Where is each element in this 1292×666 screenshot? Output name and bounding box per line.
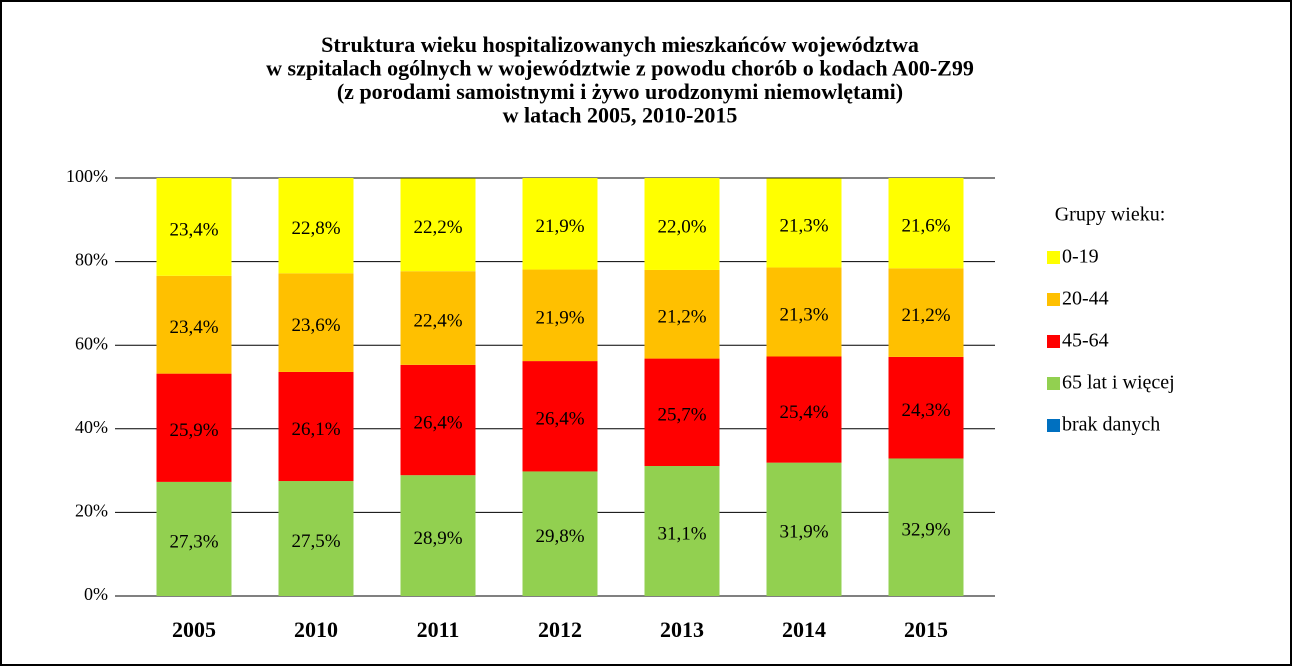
data-label: 23,4%	[169, 317, 218, 338]
y-tick-label: 40%	[75, 417, 108, 437]
legend-label: 45-64	[1062, 330, 1109, 352]
data-label: 25,9%	[169, 420, 218, 441]
data-label: 22,0%	[657, 216, 706, 237]
data-label: 21,6%	[901, 216, 950, 237]
data-label: 21,3%	[779, 215, 828, 236]
data-label: 21,9%	[535, 216, 584, 237]
x-tick-label: 2015	[904, 617, 948, 642]
bar-segment	[400, 475, 476, 596]
legend-label: 20-44	[1062, 288, 1109, 310]
data-label: 22,8%	[291, 218, 340, 239]
chart-title: w szpitalach ogólnych w województwie z p…	[266, 56, 974, 81]
data-label: 21,3%	[779, 304, 828, 325]
x-tick-label: 2013	[660, 617, 704, 642]
bar-segment	[766, 178, 842, 268]
bar-segment	[522, 361, 598, 472]
data-label: 27,3%	[169, 531, 218, 552]
y-tick-label: 80%	[75, 250, 108, 270]
data-label: 23,6%	[291, 315, 340, 336]
bar-segment	[888, 458, 964, 596]
bar-segment	[644, 178, 720, 270]
data-label: 21,2%	[901, 305, 950, 326]
bar-segment	[644, 466, 720, 596]
data-label: 26,4%	[535, 409, 584, 430]
bar-segment	[766, 462, 842, 596]
legend-label: brak danych	[1062, 414, 1160, 436]
data-label: 28,9%	[413, 528, 462, 549]
bar-segment	[766, 356, 842, 463]
x-tick-label: 2014	[782, 617, 826, 642]
data-label: 22,4%	[413, 310, 462, 331]
bar-segment	[644, 269, 720, 359]
data-label: 29,8%	[535, 526, 584, 547]
x-tick-label: 2012	[538, 617, 582, 642]
bar-segment	[766, 267, 842, 357]
bar-segment	[278, 178, 354, 274]
data-label: 26,4%	[413, 412, 462, 433]
legend-swatch	[1047, 293, 1060, 306]
bar-segment	[400, 271, 476, 365]
x-tick-label: 2005	[172, 617, 216, 642]
bar-segment	[522, 471, 598, 596]
legend-swatch	[1047, 335, 1060, 348]
bar-segment	[156, 178, 232, 276]
bar-segment	[156, 373, 232, 482]
bar-segment	[278, 371, 354, 482]
bar-segment	[888, 178, 964, 269]
data-label: 25,7%	[657, 405, 706, 426]
data-label: 23,4%	[169, 219, 218, 240]
bar-segment	[888, 268, 964, 357]
data-label: 25,4%	[779, 402, 828, 423]
y-tick-label: 60%	[75, 333, 108, 353]
bar-segment	[278, 481, 354, 596]
bar-segment	[400, 178, 476, 272]
chart-title: w latach 2005, 2010-2015	[503, 103, 738, 128]
legend-title: Grupy wieku:	[1055, 204, 1166, 226]
data-label: 24,3%	[901, 400, 950, 421]
y-tick-label: 100%	[66, 166, 108, 186]
data-label: 31,9%	[779, 522, 828, 543]
data-label: 26,1%	[291, 419, 340, 440]
data-label: 31,1%	[657, 523, 706, 544]
y-tick-label: 0%	[84, 584, 108, 604]
data-label: 27,5%	[291, 531, 340, 552]
data-label: 32,9%	[901, 520, 950, 541]
chart-title: (z porodami samoistnymi i żywo urodzonym…	[337, 79, 903, 104]
bar-segment	[156, 481, 232, 596]
bar-segment	[400, 364, 476, 476]
x-tick-label: 2011	[417, 617, 460, 642]
bar-segment	[522, 269, 598, 362]
legend-swatch	[1047, 377, 1060, 390]
bar-segment	[522, 178, 598, 270]
legend-swatch	[1047, 419, 1060, 432]
bar-segment	[156, 275, 232, 374]
legend-swatch	[1047, 251, 1060, 264]
bar-segment	[888, 356, 964, 459]
data-label: 22,2%	[413, 217, 462, 238]
legend-label: 0-19	[1062, 246, 1099, 268]
legend-label: 65 lat i więcej	[1062, 372, 1175, 394]
bar-segment	[278, 273, 354, 372]
chart-title: Struktura wieku hospitalizowanych mieszk…	[321, 32, 919, 57]
y-tick-label: 20%	[75, 501, 108, 521]
data-label: 21,9%	[535, 308, 584, 329]
bar-segment	[644, 358, 720, 467]
data-label: 21,2%	[657, 307, 706, 328]
x-tick-label: 2010	[294, 617, 338, 642]
